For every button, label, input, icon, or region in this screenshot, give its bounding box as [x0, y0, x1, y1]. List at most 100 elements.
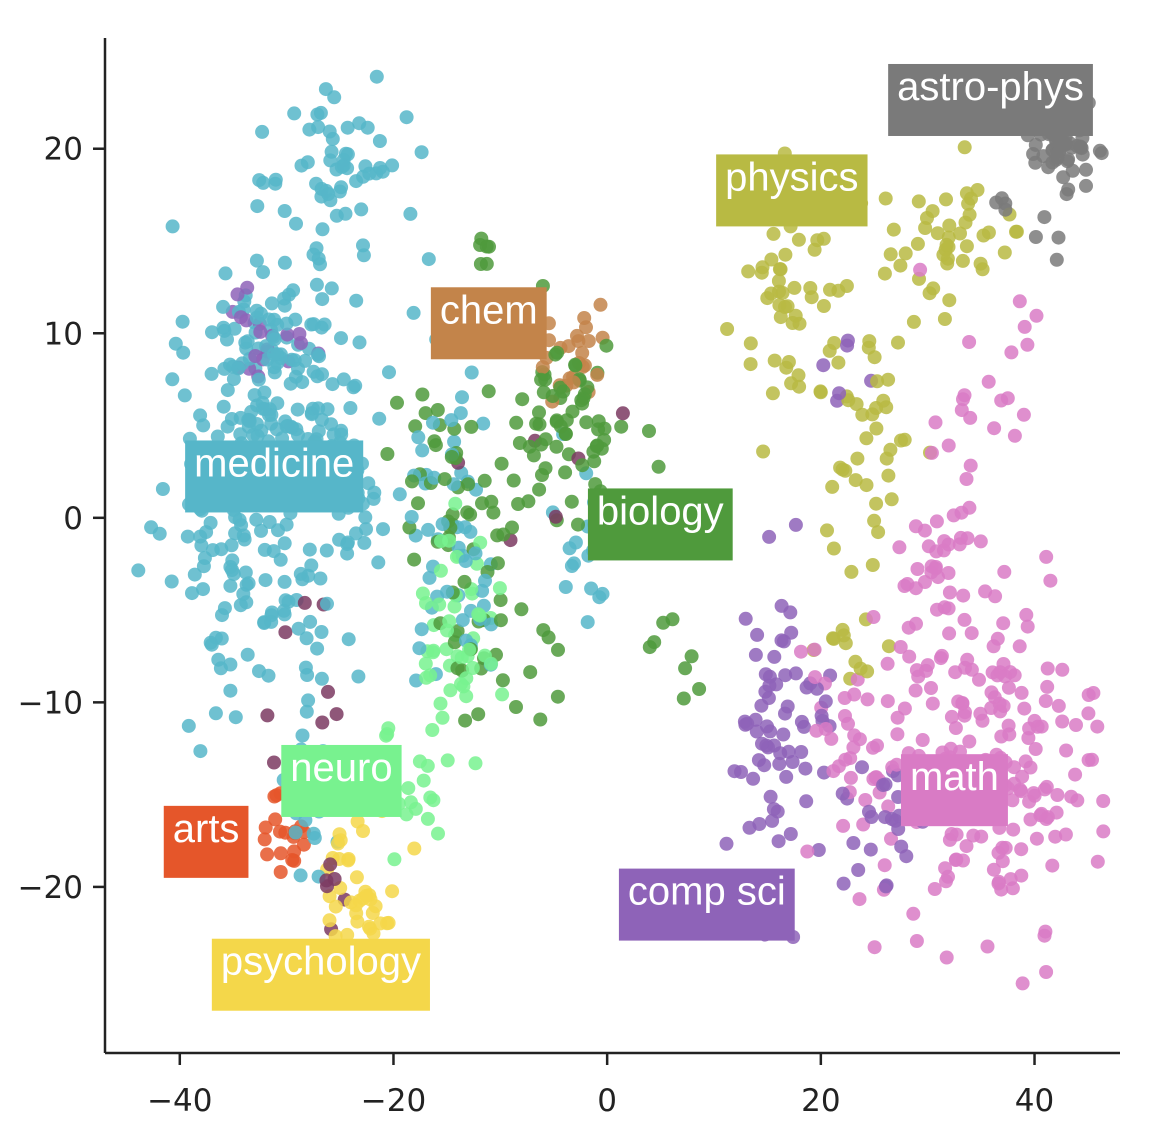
scatter-point: [792, 379, 807, 394]
scatter-point: [779, 769, 794, 784]
scatter-point: [405, 474, 419, 489]
scatter-point: [403, 206, 418, 221]
scatter-point: [358, 159, 373, 174]
scatter-point: [862, 334, 877, 349]
scatter-point: [1014, 842, 1029, 857]
scatter-point: [484, 656, 499, 671]
scatter-point: [1030, 719, 1045, 734]
scatter-point: [361, 476, 376, 491]
scatter-point: [975, 713, 990, 728]
scatter-point: [218, 266, 233, 281]
scatter-point: [838, 752, 853, 767]
scatter-point: [1034, 806, 1049, 821]
scatter-point: [865, 407, 880, 422]
scatter-point: [719, 836, 734, 851]
scatter-point: [1052, 143, 1067, 158]
scatter-point: [1092, 143, 1107, 158]
scatter-point: [1001, 680, 1016, 695]
scatter-point: [758, 667, 773, 682]
scatter-point: [881, 468, 896, 483]
scatter-point: [152, 526, 167, 541]
scatter-point: [958, 705, 972, 720]
scatter-point: [771, 274, 786, 288]
cluster-label-arts: arts: [163, 805, 249, 878]
scatter-point: [431, 826, 445, 841]
scatter-point: [877, 858, 892, 873]
scatter-point: [493, 593, 508, 608]
scatter-point: [848, 654, 863, 669]
scatter-point: [684, 649, 699, 664]
scatter-point: [177, 388, 192, 403]
scatter-point: [867, 940, 882, 955]
scatter-point: [249, 512, 264, 527]
scatter-point: [835, 786, 850, 801]
scatter-point: [258, 402, 272, 417]
scatter-point: [320, 596, 334, 611]
cluster-label-text: math: [910, 755, 999, 799]
scatter-point: [193, 744, 208, 759]
scatter-point: [755, 736, 769, 751]
scatter-point: [313, 257, 327, 272]
cluster-label-math: math: [900, 754, 1008, 827]
scatter-point: [972, 672, 986, 687]
scatter-point: [238, 565, 253, 580]
scatter-point: [490, 556, 505, 571]
scatter-point: [942, 585, 957, 600]
y-ticks: −20 −10 0 10 20: [18, 132, 105, 906]
scatter-point: [401, 781, 416, 796]
scatter-point: [532, 417, 547, 432]
scatter-point: [268, 172, 283, 187]
scatter-point: [264, 296, 279, 311]
scatter-point: [568, 535, 583, 550]
scatter-point: [181, 718, 196, 733]
scatter-point: [864, 810, 879, 824]
scatter-point: [1081, 706, 1096, 721]
scatter-point: [1028, 155, 1043, 170]
scatter-point: [319, 873, 334, 888]
scatter-point: [1029, 831, 1044, 846]
scatter-point: [1079, 162, 1093, 177]
scatter-point: [833, 460, 848, 475]
scatter-point: [848, 473, 863, 488]
scatter-point: [269, 788, 284, 803]
scatter-point: [464, 365, 479, 380]
scatter-point: [827, 336, 842, 350]
scatter-point: [328, 899, 343, 914]
scatter-point: [385, 884, 400, 899]
scatter-point: [373, 161, 388, 175]
scatter-point: [1002, 727, 1017, 742]
scatter-point: [1048, 829, 1063, 844]
scatter-point: [746, 771, 761, 786]
scatter-point: [869, 496, 884, 511]
scatter-point: [534, 372, 549, 387]
scatter-point: [575, 458, 590, 473]
scatter-point: [816, 299, 831, 313]
scatter-point: [981, 225, 996, 240]
cluster-label-biology: biology: [587, 488, 733, 561]
scatter-point: [447, 599, 462, 614]
scatter-point: [878, 879, 893, 894]
scatter-point: [250, 199, 265, 214]
scatter-point: [461, 477, 476, 492]
cluster-labels: medicine biology chem neuro arts psychology ph…: [163, 63, 1093, 1011]
scatter-point: [960, 531, 975, 546]
scatter-point: [332, 184, 347, 199]
scatter-point: [315, 222, 330, 237]
scatter-point: [951, 694, 966, 709]
scatter-point: [760, 719, 774, 734]
x-tick-label: −40: [147, 1083, 212, 1119]
scatter-point: [260, 847, 275, 862]
scatter-point: [277, 574, 292, 589]
scatter-point: [298, 660, 313, 675]
scatter-point: [838, 709, 852, 723]
scatter-point: [1058, 827, 1073, 842]
scatter-point: [477, 473, 492, 488]
scatter-point: [277, 255, 292, 270]
scatter-point: [509, 415, 524, 430]
scatter-point: [996, 616, 1011, 631]
scatter-point: [469, 556, 484, 571]
scatter-point: [249, 310, 264, 325]
scatter-point: [399, 807, 414, 822]
scatter-point: [762, 529, 777, 544]
scatter-point: [426, 643, 441, 658]
